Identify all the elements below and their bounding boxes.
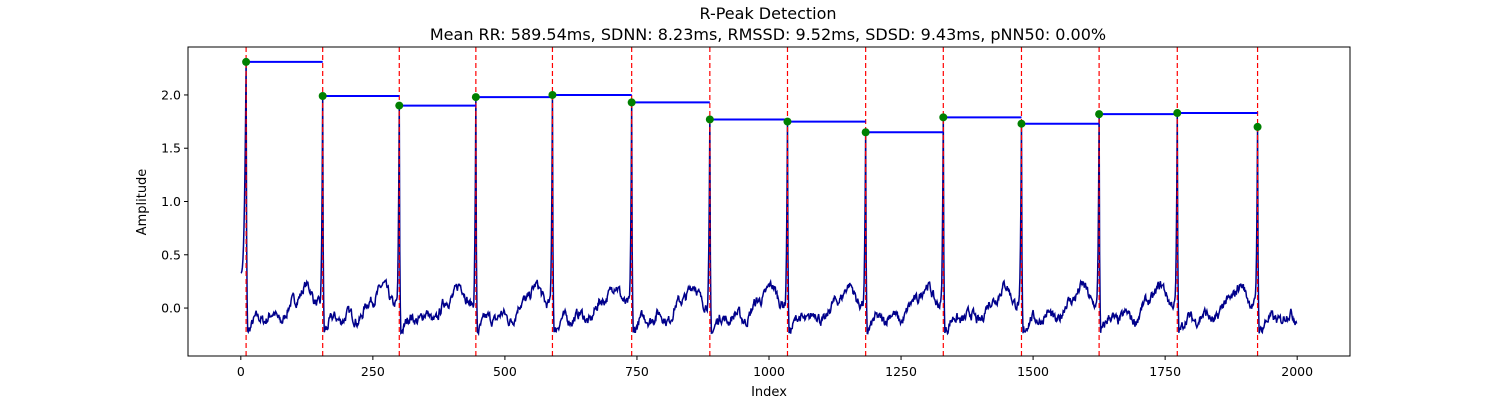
x-tick-label: 500 [493,364,517,379]
chart-subtitle: Mean RR: 589.54ms, SDNN: 8.23ms, RMSSD: … [430,25,1106,44]
ecg-signal-line [240,61,1298,337]
r-peak-point [783,117,792,126]
r-peak-point [627,98,636,107]
x-tick-label: 1750 [1149,364,1181,379]
r-peak-point [395,101,404,110]
chart-title: R-Peak Detection [699,4,836,23]
plot-frame [187,46,1351,357]
x-tick-label: 1000 [753,364,785,379]
r-peak-point [1173,109,1182,118]
r-peak-point [1253,122,1262,131]
x-tick-label: 1500 [1017,364,1049,379]
r-peak-point [939,113,948,122]
r-peak-point [1095,110,1104,119]
y-tick-label: 1.5 [161,141,181,156]
y-axis-label: Amplitude [135,169,150,236]
y-axis: 0.0 0.5 1.0 1.5 2.0 [161,87,188,316]
y-tick-label: 0.5 [161,247,181,262]
x-tick-label: 1250 [885,364,917,379]
r-peak-point [861,128,870,137]
plot-area [240,47,1298,356]
x-tick-label: 2000 [1281,364,1313,379]
r-peak-point [705,115,714,124]
r-peak-point [318,92,327,101]
x-axis: 0 250 500 750 1000 1250 1500 1750 2000 [237,356,1313,379]
y-tick-label: 2.0 [161,87,181,102]
r-peak-point [548,90,557,99]
r-peak-point [471,93,480,102]
x-tick-label: 750 [625,364,649,379]
r-peak-point [1017,119,1026,128]
x-tick-label: 0 [237,364,245,379]
y-tick-label: 1.0 [161,194,181,209]
r-peak-point [242,57,251,66]
x-tick-label: 250 [361,364,385,379]
y-tick-label: 0.0 [161,301,181,316]
x-axis-label: Index [751,385,787,400]
